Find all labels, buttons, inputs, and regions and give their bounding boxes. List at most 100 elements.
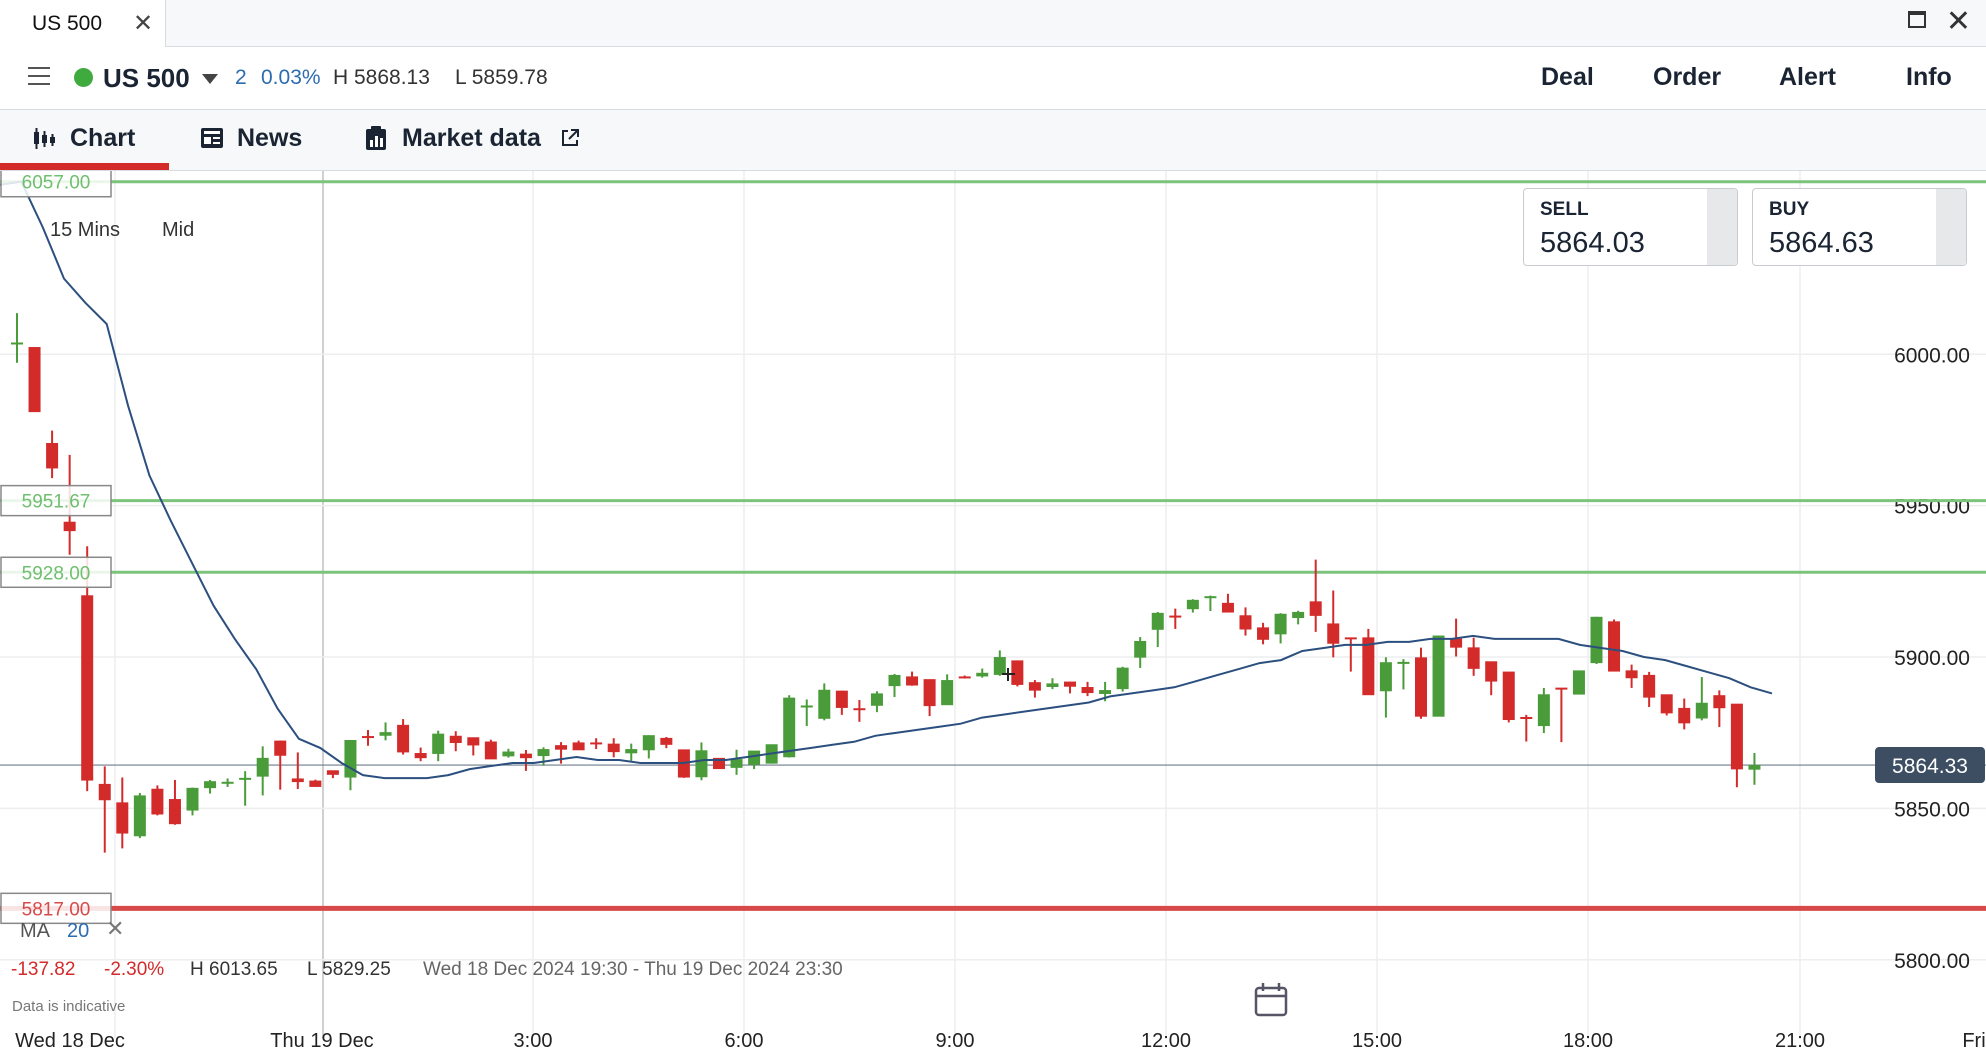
candle-up (1186, 599, 1199, 610)
candle-up (1046, 683, 1059, 688)
candle-down (519, 753, 532, 759)
maximize-icon[interactable] (1908, 11, 1926, 28)
candle-down (1520, 716, 1533, 719)
timeframe-selector[interactable]: 15 Mins (50, 219, 121, 241)
candle-down (1450, 638, 1463, 648)
candle-down (291, 778, 304, 783)
range-low: L 5829.25 (307, 959, 391, 980)
candle-up (1432, 635, 1445, 717)
candle-down (1713, 695, 1726, 709)
moving-average-line (0, 180, 1773, 780)
candle-down (1239, 615, 1252, 630)
close-tab-icon[interactable]: ✕ (133, 10, 154, 37)
candle-up (1134, 641, 1147, 658)
buy-price-button[interactable]: BUY 5864.63 (1752, 188, 1967, 266)
candle-down (309, 780, 322, 787)
instrument-window-tab[interactable]: US 500 ✕ (0, 0, 166, 47)
candle-down (1678, 707, 1691, 724)
candle-down (414, 753, 427, 759)
tab-news[interactable]: News (237, 124, 303, 152)
instrument-header: US 500 2 0.03% H 5868.13 L 5859.78 Deal … (0, 47, 1986, 110)
candle-down (572, 742, 585, 751)
candle-down (1064, 681, 1076, 687)
tab-market-data[interactable]: Market data (402, 124, 541, 152)
ma-indicator-period[interactable]: 20 (67, 920, 90, 942)
x-tick-label: Fri (1962, 1030, 1985, 1052)
candle-down (1011, 660, 1024, 685)
candle-down (116, 802, 129, 834)
ma-indicator-label[interactable]: MA (20, 920, 50, 942)
candle-down (362, 736, 374, 739)
x-tick-label: 15:00 (1352, 1030, 1402, 1052)
candle-up (1748, 765, 1761, 770)
info-button[interactable]: Info (1906, 63, 1952, 91)
hamburger-menu-icon[interactable] (28, 67, 50, 87)
candle-up (344, 740, 357, 778)
active-tab-indicator (0, 163, 169, 170)
remove-indicator-icon[interactable]: ✕ (106, 916, 125, 941)
candle-up (537, 749, 550, 757)
candle-up (748, 750, 761, 765)
price-level-tag (0, 556, 112, 589)
price-level-tag (0, 484, 112, 517)
candle-down (81, 595, 94, 781)
calendar-icon[interactable] (1254, 983, 1288, 1017)
candle-down (28, 347, 41, 413)
candlestick-icon (34, 128, 55, 149)
candle-down (1309, 601, 1322, 616)
x-tick-label: 12:00 (1141, 1030, 1191, 1052)
order-button[interactable]: Order (1653, 63, 1722, 91)
x-tick-label: 3:00 (514, 1030, 553, 1052)
candle-up (1537, 694, 1550, 727)
candle-down (853, 708, 866, 711)
candle-up (256, 757, 269, 777)
candle-up (783, 697, 796, 758)
sell-price: 5864.03 (1540, 227, 1645, 259)
price-type-selector[interactable]: Mid (162, 219, 195, 241)
tab-chart[interactable]: Chart (70, 124, 136, 152)
candle-down (63, 521, 76, 532)
y-tick-label: 6000.00 (1894, 344, 1970, 367)
range-high: H 6013.65 (190, 959, 278, 980)
date-range: Wed 18 Dec 2024 19:30 - Thu 19 Dec 2024 … (423, 959, 843, 980)
candle-up (221, 781, 234, 784)
candle-down (484, 741, 497, 760)
buy-box-edge (1936, 189, 1966, 265)
candle-up (642, 735, 655, 751)
candle-down (1344, 637, 1357, 640)
data-disclaimer: Data is indicative (12, 998, 126, 1015)
candle-down (168, 799, 181, 825)
candle-down (1362, 637, 1375, 696)
price-level-label: 5951.67 (22, 492, 91, 513)
candle-down (46, 443, 59, 469)
candle-down (98, 783, 111, 801)
external-link-icon[interactable] (560, 128, 580, 148)
instrument-name[interactable]: US 500 (103, 63, 190, 93)
candle-down (1730, 703, 1743, 770)
candle-up (1116, 667, 1129, 690)
candle-down (1028, 682, 1041, 691)
candle-up (625, 749, 638, 754)
close-window-icon[interactable]: ✕ (1945, 5, 1971, 38)
candle-down (906, 676, 919, 686)
candle-up (1292, 611, 1305, 618)
candle-down (467, 737, 480, 746)
candle-up (204, 781, 217, 789)
price-level-label: 6057.00 (22, 173, 91, 194)
candle-up (993, 657, 1006, 675)
candle-down (590, 742, 603, 745)
session-high: H 5868.13 (333, 66, 430, 89)
price-change-percent: 0.03% (261, 66, 321, 89)
instrument-dropdown-icon[interactable] (202, 74, 218, 84)
alert-button[interactable]: Alert (1779, 63, 1836, 91)
range-change: -137.82 (11, 959, 76, 980)
newspaper-icon (201, 128, 223, 148)
candle-down (713, 757, 725, 770)
candle-up (1151, 612, 1164, 630)
range-change-percent: -2.30% (104, 959, 165, 980)
deal-button[interactable]: Deal (1541, 63, 1594, 91)
candle-up (379, 732, 392, 736)
price-level-label: 5817.00 (22, 899, 91, 920)
sell-price-button[interactable]: SELL 5864.03 (1523, 188, 1738, 266)
